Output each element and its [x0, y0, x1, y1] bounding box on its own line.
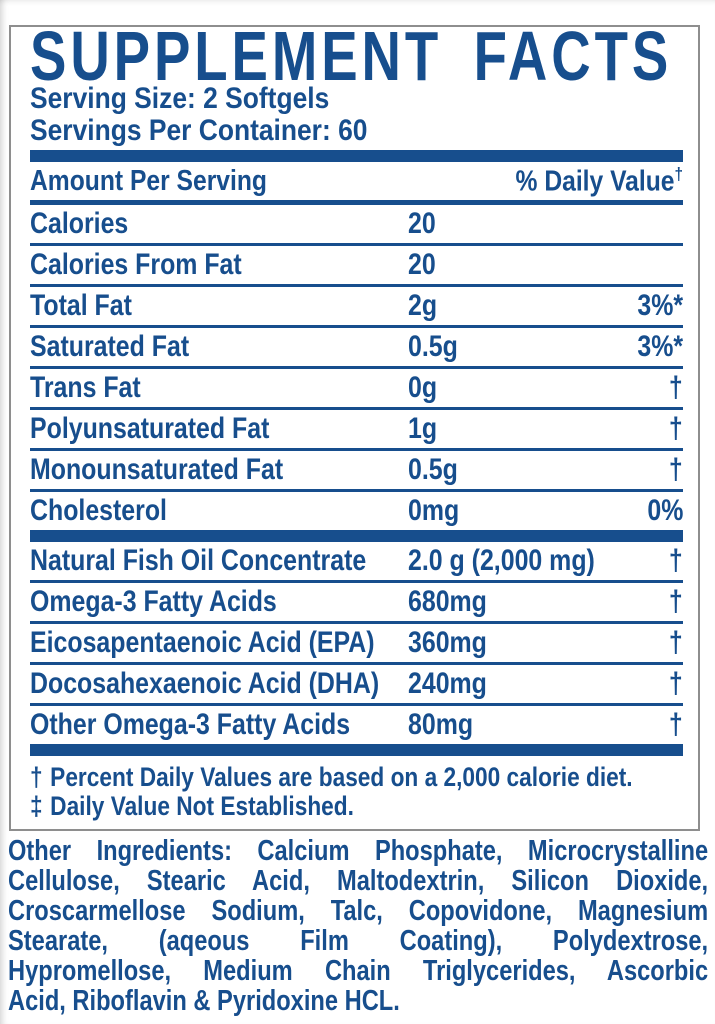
table-row: Eicosapentaenoic Acid (EPA) 360mg † [30, 624, 683, 665]
nutrient-name: Total Fat [30, 289, 132, 322]
amount-per-serving-header: Amount Per Serving [30, 164, 267, 197]
supplement-facts-panel: SUPPLEMENT FACTS Serving Size: 2 Softgel… [9, 25, 700, 831]
ingredients-line: Other Ingredients: Calcium Phosphate, Mi… [8, 835, 709, 867]
footnote-text: Percent Daily Values are based on a 2,00… [50, 762, 633, 792]
footnote: ‡ Daily Value Not Established. [30, 792, 683, 821]
daily-value-dagger: † [674, 163, 684, 184]
servings-per-container: Servings Per Container: 60 [30, 114, 368, 147]
nutrient-amount: 680mg [408, 585, 487, 618]
header-rule [30, 200, 683, 205]
serving-size: Serving Size: 2 Softgels [30, 82, 330, 115]
nutrient-name: Eicosapentaenoic Acid (EPA) [30, 626, 375, 659]
nutrient-name: Omega-3 Fatty Acids [30, 585, 277, 618]
daily-value-header: % Daily Value† [515, 163, 684, 198]
nutrient-daily-value: † [669, 371, 683, 404]
table-row: Calories From Fat 20 [30, 246, 683, 287]
other-ingredients: Other Ingredients: Calcium Phosphate, Mi… [8, 836, 708, 1016]
nutrient-daily-value: † [669, 453, 683, 486]
ingredients-line: Hypromellose, Medium Chain Triglycerides… [8, 955, 709, 987]
nutrient-daily-value: 0% [647, 494, 683, 527]
panel-title-text: SUPPLEMENT FACTS [30, 25, 673, 95]
footnote-symbol: ‡ [30, 791, 43, 821]
section-divider-bar [30, 530, 683, 542]
table-row: Monounsaturated Fat 0.5g † [30, 451, 683, 492]
table-row: Calories 20 [30, 205, 683, 246]
section-divider-bar [30, 744, 683, 756]
nutrient-table-section-1: Calories 20 Calories From Fat 20 Total F… [30, 205, 683, 530]
nutrient-amount: 0mg [408, 494, 460, 527]
nutrient-name: Cholesterol [30, 494, 167, 527]
nutrient-name: Trans Fat [30, 371, 141, 404]
table-row: Cholesterol 0mg 0% [30, 492, 683, 530]
nutrient-name: Polyunsaturated Fat [30, 412, 270, 445]
table-row: Omega-3 Fatty Acids 680mg † [30, 583, 683, 624]
nutrient-amount: 360mg [408, 626, 487, 659]
ingredients-line: Croscarmellose Sodium, Talc, Copovidone,… [8, 895, 709, 927]
ingredients-line: Acid, Riboflavin & Pyridoxine HCL. [8, 985, 400, 1017]
nutrient-amount: 1g [408, 412, 438, 445]
nutrient-amount: 0.5g [408, 330, 458, 363]
table-header: Amount Per Serving % Daily Value† [30, 162, 683, 200]
nutrient-name: Other Omega-3 Fatty Acids [30, 708, 351, 741]
nutrient-table-section-2: Natural Fish Oil Concentrate 2.0 g (2,00… [30, 542, 683, 744]
nutrient-name: Calories From Fat [30, 248, 242, 281]
table-row: Trans Fat 0g † [30, 369, 683, 410]
nutrient-amount: 0.5g [408, 453, 458, 486]
nutrient-name: Monounsaturated Fat [30, 453, 284, 486]
nutrient-amount: 2g [408, 289, 438, 322]
nutrient-amount: 80mg [408, 708, 474, 741]
footnote-symbol: † [30, 762, 43, 792]
nutrient-amount: 2.0 g (2,000 mg) [408, 544, 595, 577]
table-row: Natural Fish Oil Concentrate 2.0 g (2,00… [30, 542, 683, 583]
nutrient-daily-value: † [669, 667, 683, 700]
table-row: Polyunsaturated Fat 1g † [30, 410, 683, 451]
panel-title: SUPPLEMENT FACTS [30, 25, 683, 95]
nutrient-amount: 20 [408, 248, 436, 281]
footnote: † Percent Daily Values are based on a 2,0… [30, 763, 683, 792]
nutrient-daily-value: † [669, 544, 683, 577]
nutrient-name: Docosahexaenoic Acid (DHA) [30, 667, 380, 700]
table-row: Saturated Fat 0.5g 3%* [30, 328, 683, 369]
table-row: Docosahexaenoic Acid (DHA) 240mg † [30, 665, 683, 706]
nutrient-amount: 20 [408, 207, 436, 240]
nutrient-name: Natural Fish Oil Concentrate [30, 544, 367, 577]
nutrient-amount: 240mg [408, 667, 487, 700]
nutrient-daily-value: † [669, 585, 683, 618]
table-row: Total Fat 2g 3%* [30, 287, 683, 328]
nutrient-name: Calories [30, 207, 129, 240]
nutrient-name: Saturated Fat [30, 330, 190, 363]
section-divider-bar [30, 150, 683, 162]
nutrient-amount: 0g [408, 371, 438, 404]
table-row: Other Omega-3 Fatty Acids 80mg † [30, 706, 683, 744]
nutrient-daily-value: † [669, 626, 683, 659]
ingredients-line: Cellulose, Stearic Acid, Maltodextrin, S… [8, 865, 709, 897]
nutrient-daily-value: 3%* [637, 289, 683, 322]
footnotes: † Percent Daily Values are based on a 2,0… [30, 763, 683, 821]
footnote-text: Daily Value Not Established. [50, 791, 354, 821]
nutrient-daily-value: † [669, 708, 683, 741]
nutrient-daily-value: † [669, 412, 683, 445]
ingredients-line: Stearate, (aqeous Film Coating), Polydex… [8, 925, 709, 957]
nutrient-daily-value: 3%* [637, 330, 683, 363]
